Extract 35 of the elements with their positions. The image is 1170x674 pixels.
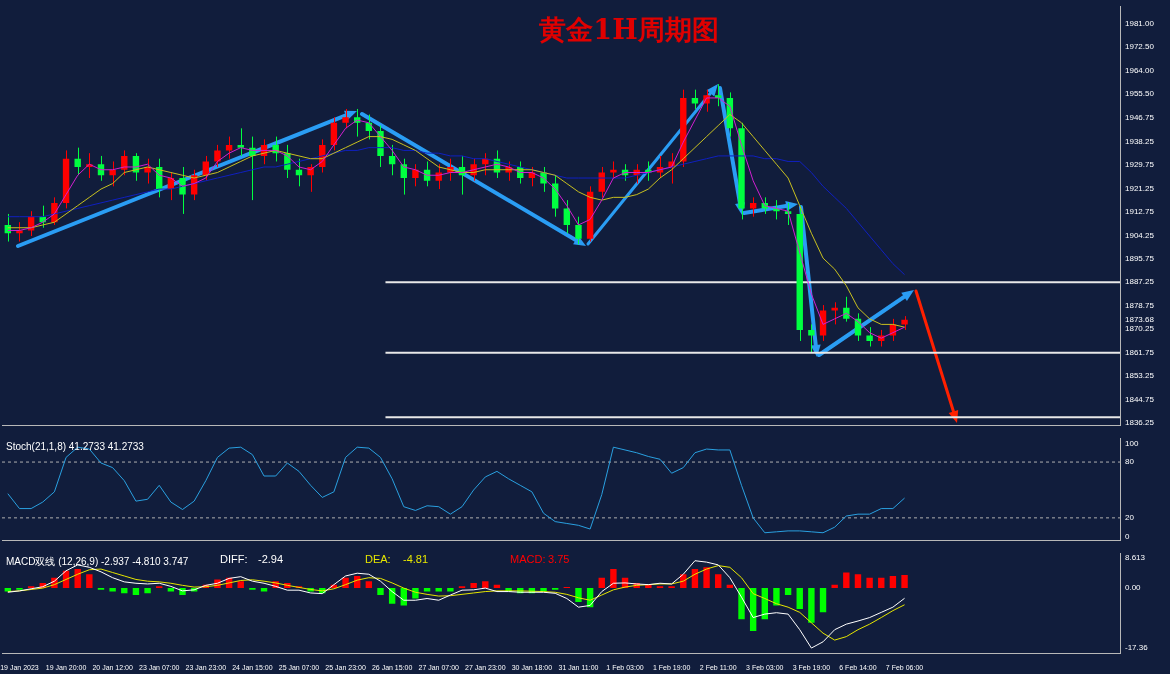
y-tick-label: 1981.00	[1125, 18, 1155, 28]
chart-title: Stoch(21,1,8) 41.2733 41.2733	[6, 440, 145, 452]
annotation: 3.75	[548, 553, 570, 566]
y-tick-label: 8.613	[1125, 553, 1146, 563]
y-tick-label: 1955.50	[1125, 89, 1155, 98]
y-tick-label: 1844.75	[1125, 394, 1155, 404]
y-tick-label: 1904.25	[1125, 230, 1155, 240]
chart-title: 黄金1H周期图	[538, 14, 719, 46]
y-tick-label: 0	[1125, 531, 1130, 541]
y-tick-label: 0.00	[1125, 583, 1142, 593]
y-tick-label: 1870.25	[1125, 324, 1155, 334]
y-tick-label: 1921.25	[1125, 183, 1155, 193]
y-tick-label: 1912.75	[1125, 207, 1155, 217]
y-tick-label: 1895.75	[1125, 254, 1155, 264]
chart-title: MACD双线 (12,26,9) -2.937 -4.810 3.747	[6, 555, 189, 567]
y-tick-label: 1972.50	[1125, 42, 1155, 52]
annotation: MACD:	[510, 553, 546, 566]
y-tick-label: 20	[1125, 513, 1135, 523]
y-tick-label: 1964.00	[1125, 65, 1155, 75]
y-tick-label: 100	[1125, 438, 1139, 448]
y-tick-label: -17.36	[1125, 643, 1149, 653]
y-tick-label: 1938.25	[1125, 136, 1155, 146]
annotation: DIFF:	[220, 553, 248, 566]
y-tick-label: 1836.25	[1125, 418, 1155, 428]
y-tick-label: 1861.75	[1125, 347, 1155, 357]
y-tick-label: 80	[1125, 457, 1135, 467]
y-tick-label: 1946.75	[1125, 113, 1155, 123]
y-tick-label: 1873.68	[1125, 314, 1155, 324]
y-tick-label: 1853.25	[1125, 371, 1155, 381]
y-tick-label: 1878.75	[1125, 300, 1155, 310]
y-tick-label: 1887.25	[1125, 277, 1155, 287]
annotation: -2.94	[258, 553, 284, 566]
annotation: DEA:	[365, 553, 391, 566]
y-tick-label: 1929.75	[1125, 160, 1155, 170]
annotation: -4.81	[403, 553, 429, 566]
